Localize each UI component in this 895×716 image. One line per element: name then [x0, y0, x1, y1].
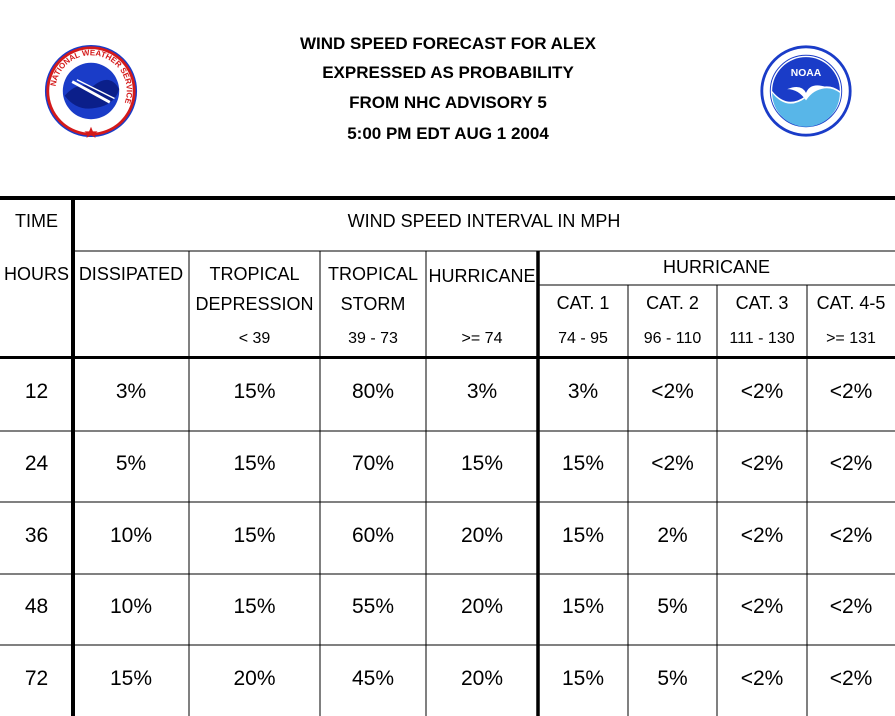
header-td-line2: DEPRESSION: [195, 294, 314, 314]
cell-cat2: 5%: [657, 667, 688, 690]
cell-hours: 48: [24, 595, 49, 618]
title-line-4: 5:00 PM EDT AUG 1 2004: [347, 124, 549, 143]
cell-hours: 12: [24, 380, 49, 403]
header-cat3: CAT. 3: [735, 293, 789, 313]
header-cat2: CAT. 2: [646, 293, 699, 313]
cell-hur: 20%: [460, 667, 504, 690]
cell-dissipated: 15%: [109, 667, 153, 690]
header-cat1-range: 74 - 95: [558, 330, 608, 347]
cell-cat1: 15%: [561, 452, 605, 475]
header-td-line1: TROPICAL: [209, 264, 300, 284]
cell-ts: 80%: [351, 380, 395, 403]
cell-cat3: <2%: [740, 524, 784, 547]
nws-logo-icon: NATIONAL WEATHER SERVICE: [44, 44, 138, 138]
cell-cat2: <2%: [651, 452, 694, 475]
cell-hur: 15%: [460, 452, 504, 475]
noaa-text: NOAA: [791, 68, 822, 79]
cell-cat3: <2%: [740, 667, 784, 690]
cell-dissipated: 5%: [115, 452, 147, 475]
header-td-range: < 39: [238, 330, 271, 347]
header-hurricane: HURRICANE: [428, 266, 536, 286]
cell-hours: 72: [24, 667, 49, 690]
title-line-2: EXPRESSED AS PROBABILITY: [322, 63, 574, 82]
header-ts-line1: TROPICAL: [327, 264, 419, 284]
cell-cat45: <2%: [829, 667, 873, 690]
title-line-3: FROM NHC ADVISORY 5: [349, 93, 547, 112]
cell-ts: 60%: [351, 524, 395, 547]
cell-dissipated: 3%: [115, 380, 147, 403]
cell-cat2: 2%: [657, 524, 688, 547]
header-hours: HOURS: [3, 264, 69, 284]
header-interval: WIND SPEED INTERVAL IN MPH: [347, 211, 621, 231]
cell-dissipated: 10%: [109, 524, 153, 547]
header-ts-range: 39 - 73: [348, 330, 398, 347]
cell-ts: 70%: [351, 452, 395, 475]
cell-td: 15%: [233, 524, 276, 547]
cell-td: 15%: [233, 595, 276, 618]
cell-cat1: 15%: [561, 667, 605, 690]
cell-td: 15%: [233, 452, 276, 475]
cell-td: 15%: [233, 380, 276, 403]
cell-hur: 20%: [460, 524, 504, 547]
cell-cat3: <2%: [740, 595, 784, 618]
cell-cat1: 15%: [561, 595, 605, 618]
header-ts-line2: STORM: [340, 294, 406, 314]
header-cat3-range: 111 - 130: [729, 330, 795, 347]
header-cat2-range: 96 - 110: [643, 330, 702, 347]
header-dissipated: DISSIPATED: [78, 264, 184, 284]
header-hurricane-range: >= 74: [461, 330, 503, 347]
cell-cat2: 5%: [657, 595, 688, 618]
cell-cat45: <2%: [829, 380, 873, 403]
cell-cat3: <2%: [740, 452, 784, 475]
header-cat45-range: >= 131: [826, 330, 876, 347]
title-line-1: WIND SPEED FORECAST FOR ALEX: [300, 34, 596, 53]
cell-hours: 36: [24, 524, 49, 547]
cell-cat45: <2%: [829, 452, 873, 475]
cell-hur: 20%: [460, 595, 504, 618]
header-cat45: CAT. 4-5: [816, 293, 886, 313]
cell-cat3: <2%: [740, 380, 784, 403]
cell-cat1: 15%: [561, 524, 605, 547]
cell-cat1: 3%: [567, 380, 599, 403]
cell-cat45: <2%: [829, 595, 873, 618]
cell-ts: 55%: [351, 595, 395, 618]
header-cat1: CAT. 1: [556, 293, 610, 313]
cell-cat45: <2%: [829, 524, 873, 547]
header-hurricane-group: HURRICANE: [662, 257, 770, 277]
cell-ts: 45%: [351, 667, 395, 690]
cell-cat2: <2%: [651, 380, 694, 403]
cell-hours: 24: [24, 452, 49, 475]
cell-dissipated: 10%: [109, 595, 153, 618]
cell-td: 20%: [233, 667, 276, 690]
header-time: TIME: [15, 211, 58, 231]
cell-hur: 3%: [466, 380, 498, 403]
noaa-logo-icon: NOAA: [760, 45, 852, 137]
